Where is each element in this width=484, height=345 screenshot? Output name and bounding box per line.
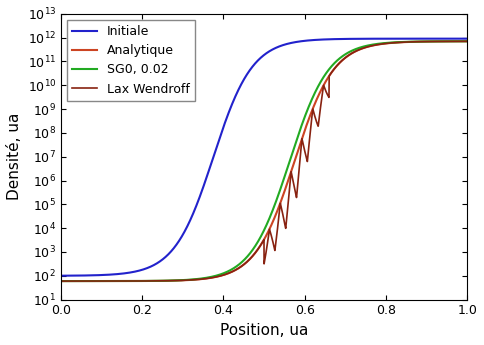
Line: Lax Wendroff: Lax Wendroff [61, 41, 467, 281]
SG0, 0.02 [232, 265, 238, 269]
Legend: Initiale, Analytique, SG0, 0.02, Lax Wendroff: Initiale, Analytique, SG0, 0.02, Lax Wen… [67, 20, 195, 101]
Lax Wendroff [228, 270, 234, 274]
Initiale [232, 96, 238, 100]
SG0, 0.02 [452, 39, 457, 43]
Y-axis label: Densité, ua: Densité, ua [7, 113, 22, 200]
Lax Wendroff [432, 39, 438, 43]
Analytique [432, 39, 438, 43]
Lax Wendroff [58, 279, 64, 283]
Initiale [353, 37, 359, 41]
SG0, 0.02 [228, 267, 234, 272]
Analytique [464, 39, 470, 43]
Line: Initiale: Initiale [61, 39, 467, 276]
SG0, 0.02 [464, 39, 470, 43]
Initiale [228, 103, 234, 107]
Analytique [452, 39, 457, 43]
SG0, 0.02 [58, 279, 64, 283]
Initiale [452, 37, 457, 41]
Analytique [58, 279, 64, 283]
SG0, 0.02 [251, 246, 257, 250]
Analytique [251, 253, 257, 257]
Analytique [228, 270, 234, 274]
Analytique [353, 49, 359, 53]
X-axis label: Position, ua: Position, ua [220, 323, 308, 338]
Lax Wendroff [452, 39, 457, 43]
Line: SG0, 0.02: SG0, 0.02 [61, 41, 467, 281]
Lax Wendroff [353, 49, 359, 53]
Lax Wendroff [232, 268, 238, 273]
Lax Wendroff [251, 253, 257, 257]
SG0, 0.02 [432, 39, 438, 43]
Initiale [432, 37, 438, 41]
Initiale [251, 63, 257, 67]
Analytique [232, 268, 238, 273]
Initiale [464, 37, 470, 41]
SG0, 0.02 [353, 47, 359, 51]
Line: Analytique: Analytique [61, 41, 467, 281]
Lax Wendroff [464, 39, 470, 43]
Initiale [58, 274, 64, 278]
